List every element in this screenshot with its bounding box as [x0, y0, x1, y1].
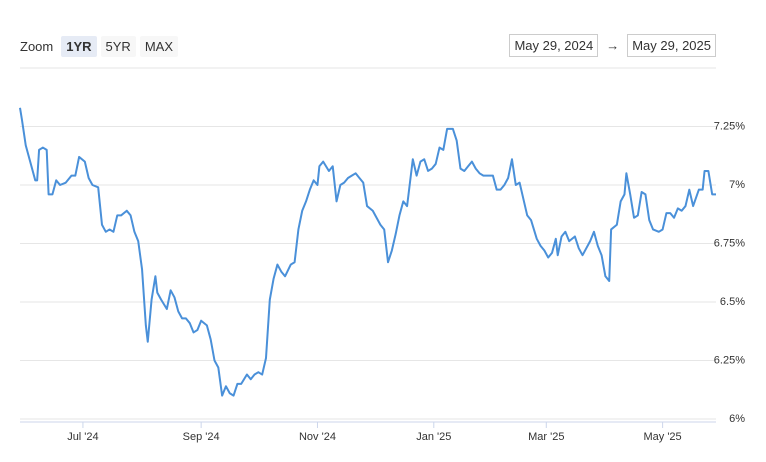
x-tick-label: Mar '25 — [528, 431, 564, 443]
zoom-label: Zoom — [20, 39, 54, 54]
zoom-button[interactable]: 5YR — [100, 36, 136, 57]
zoom-button[interactable]: 1YR — [61, 36, 97, 57]
arrow: → — [606, 38, 620, 53]
x-tick-label: Sep '24 — [183, 431, 220, 443]
y-tick-label: 7% — [729, 179, 745, 191]
date-range: May 29, 2024 → May 29, 2025 — [509, 34, 716, 57]
x-tick-label: May '25 — [644, 431, 682, 443]
x-tick-label: Jul '24 — [67, 431, 98, 443]
y-tick-label: 6.5% — [720, 296, 745, 308]
x-tick-label: Nov '24 — [299, 431, 336, 443]
y-tick-label: 7.25% — [714, 120, 745, 132]
range-selector: Zoom 1YR 5YR MAX — [20, 36, 178, 57]
y-tick-label: 6.75% — [714, 237, 745, 249]
zoom-button[interactable]: MAX — [139, 36, 178, 57]
date-to[interactable]: May 29, 2025 — [627, 34, 716, 57]
x-tick-label: Jan '25 — [416, 431, 451, 443]
line-series — [19, 107, 716, 397]
y-tick-label: 6% — [729, 413, 745, 425]
y-tick-label: 6.25% — [714, 354, 745, 366]
date-from[interactable]: May 29, 2024 — [509, 34, 599, 57]
